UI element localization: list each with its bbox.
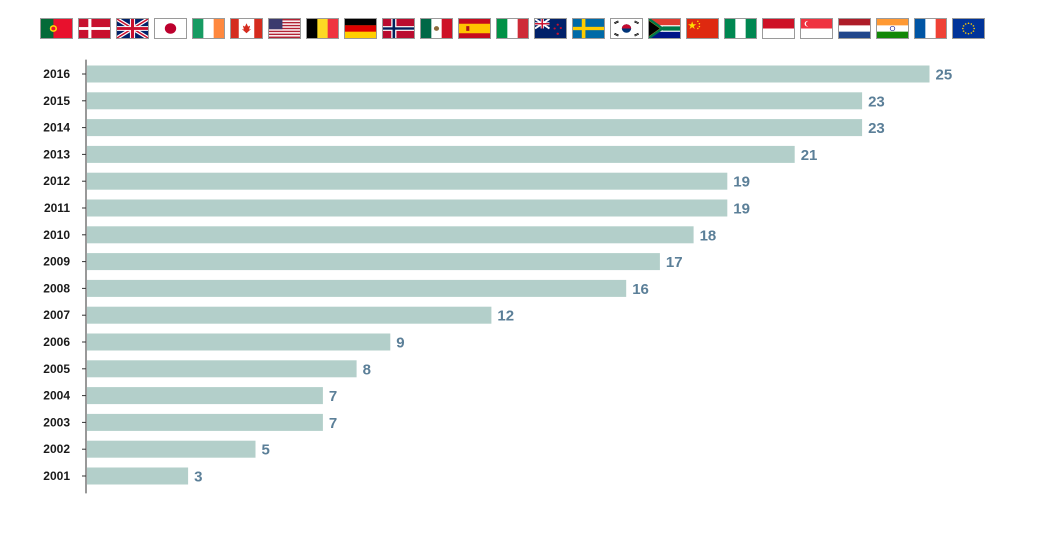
year-label-2005: 2005 [43,362,70,376]
flag-netherlands-icon [838,18,871,39]
flag-nigeria-icon [724,18,757,39]
flag-new-zealand-icon [534,18,567,39]
flag-norway-icon [382,18,415,39]
flag-china-icon [686,18,719,39]
value-label-2014: 23 [868,120,885,137]
flag-belgium-icon [306,18,339,39]
flag-european-union-icon [952,18,985,39]
year-label-2006: 2006 [43,335,70,349]
bar-2004 [87,387,323,405]
flag-japan-icon [154,18,187,39]
flag-denmark-icon [78,18,111,39]
flag-united-states-icon [268,18,301,39]
value-label-2015: 23 [868,93,885,110]
year-label-2015: 2015 [43,94,70,108]
bar-2005 [87,360,357,378]
value-label-2006: 9 [396,335,404,352]
year-label-2012: 2012 [43,174,70,188]
bar-2012 [87,172,728,190]
bar-2009 [87,253,660,271]
flag-south-africa-icon [648,18,681,39]
flag-india-icon [876,18,909,39]
value-label-2002: 5 [262,442,270,459]
bar-2011 [87,199,728,217]
year-label-2010: 2010 [43,228,70,242]
year-label-2016: 2016 [43,67,70,81]
value-label-2009: 17 [666,254,683,271]
year-label-2003: 2003 [43,415,70,429]
year-label-2007: 2007 [43,308,70,322]
year-label-2009: 2009 [43,255,70,269]
year-label-2013: 2013 [43,147,70,161]
bar-2010 [87,226,694,244]
year-label-2008: 2008 [43,281,70,295]
flag-germany-icon [344,18,377,39]
value-label-2012: 19 [733,174,750,191]
bar-2014 [87,119,863,137]
flag-italy-icon [496,18,529,39]
value-label-2013: 21 [801,147,818,164]
bar-2002 [87,440,256,458]
flag-france-icon [914,18,947,39]
year-labels: 2016 2015 2014 2013 2012 2011 2010 2009 2008 2007… [43,67,70,483]
flag-indonesia-icon [762,18,795,39]
year-label-2001: 2001 [43,469,70,483]
year-label-2002: 2002 [43,442,70,456]
y-axis [82,59,87,494]
flag-ireland-icon [192,18,225,39]
bar-2007 [87,306,492,324]
flag-sweden-icon [572,18,605,39]
flag-portugal-icon [40,18,73,39]
bar-2015 [87,92,863,110]
value-label-2003: 7 [329,415,337,432]
value-labels: 25 23 23 21 19 19 18 17 16 12 9 8 7 7 5 3 [194,67,952,486]
flag-spain-icon [458,18,491,39]
flag-singapore-icon [800,18,833,39]
value-label-2008: 16 [632,281,649,298]
value-label-2007: 12 [497,308,514,325]
value-label-2001: 3 [194,469,202,486]
flag-south-korea-icon [610,18,643,39]
bar-2003 [87,413,323,431]
value-label-2016: 25 [936,67,953,84]
flag-united-kingdom-icon [116,18,149,39]
year-label-2004: 2004 [43,389,70,403]
bar-2001 [87,467,189,485]
value-label-2005: 8 [363,361,371,378]
value-label-2004: 7 [329,388,337,405]
bar-2016 [87,65,930,83]
year-label-2014: 2014 [43,121,70,135]
year-label-2011: 2011 [44,201,70,215]
flag-canada-icon [230,18,263,39]
bar-2013 [87,145,795,163]
bar-2008 [87,279,627,297]
flag-mexico-icon [420,18,453,39]
bar-2006 [87,333,391,351]
bars [87,65,930,485]
value-label-2011: 19 [733,201,750,218]
value-label-2010: 18 [700,227,717,244]
